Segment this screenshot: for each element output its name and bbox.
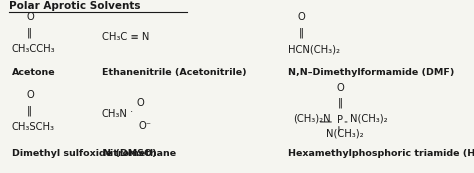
Text: ‖: ‖ [337,98,343,108]
Text: CH₃N: CH₃N [102,109,128,119]
Text: N(CH₃)₂: N(CH₃)₂ [326,128,364,138]
Text: Hexamethylphosphoric triamide (HMPA): Hexamethylphosphoric triamide (HMPA) [288,149,474,158]
Text: N,N–Dimethylformamide (DMF): N,N–Dimethylformamide (DMF) [288,68,454,77]
Text: O: O [337,83,344,93]
Text: ‖: ‖ [27,28,32,38]
Text: (CH₃)₂N: (CH₃)₂N [293,113,330,123]
Text: Nitromethane: Nitromethane [102,149,176,158]
Text: CH₃SCH₃: CH₃SCH₃ [12,122,55,132]
Text: Ethanenitrile (Acetonitrile): Ethanenitrile (Acetonitrile) [102,68,246,77]
Text: O: O [26,12,34,22]
Text: N(CH₃)₂: N(CH₃)₂ [350,113,387,123]
Text: P: P [337,115,343,125]
Text: O: O [26,90,34,100]
Text: CH₃C ≡ N: CH₃C ≡ N [102,32,149,42]
Text: HCN(CH₃)₂: HCN(CH₃)₂ [288,44,340,54]
Text: O⁻: O⁻ [138,121,151,131]
Text: ‖: ‖ [27,105,32,116]
Text: ‖: ‖ [299,28,304,38]
Text: Acetone: Acetone [12,68,55,77]
Text: ·: · [130,107,134,117]
Text: O: O [298,12,305,22]
Text: O: O [136,98,144,108]
Text: Dimethyl sulfoxide (DMSO): Dimethyl sulfoxide (DMSO) [12,149,156,158]
Text: Polar Aprotic Solvents: Polar Aprotic Solvents [9,1,140,11]
Text: CH₃CCH₃: CH₃CCH₃ [12,44,55,54]
